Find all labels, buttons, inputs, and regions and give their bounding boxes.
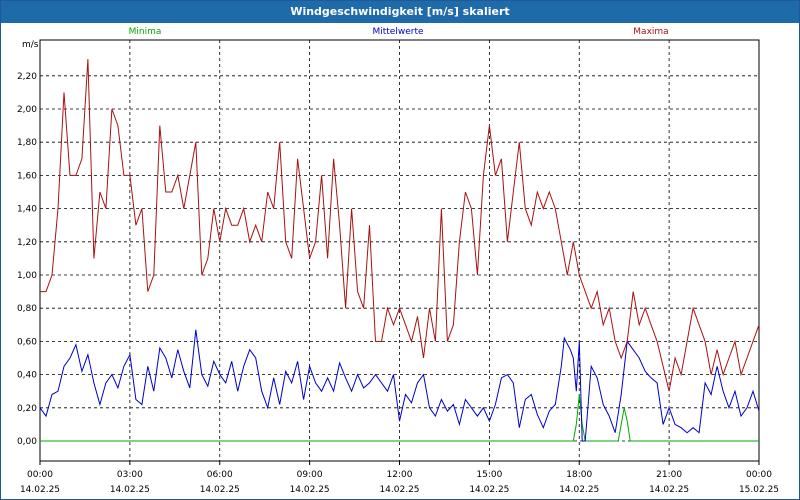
y-tick-label: 1,40	[17, 205, 37, 215]
legend-mittelwerte: Mittelwerte	[372, 27, 423, 37]
x-tick-time: 06:00	[207, 470, 233, 480]
x-tick-labels: 00:00 14.02.25 03:00 14.02.25 06:00 14.02.25 0…	[20, 470, 779, 495]
series-line-mittelwerte	[39, 329, 760, 442]
window-title: Windgeschwindigkeit [m/s] skaliert	[1, 1, 799, 23]
x-tick-date: 14.02.25	[379, 485, 419, 495]
y-tick-label: 2,20	[17, 72, 37, 82]
series-lines	[39, 59, 760, 442]
x-tick-time: 00:00	[746, 470, 772, 480]
y-tick-label: 2,00	[17, 105, 37, 115]
grid-lines	[39, 40, 760, 465]
y-tick-label: 0,00	[17, 437, 37, 447]
legend: Minima Mittelwerte Maxima	[129, 27, 669, 37]
x-tick-time: 12:00	[387, 470, 413, 480]
legend-minima: Minima	[129, 27, 162, 37]
y-tick-label: 1,20	[17, 238, 37, 248]
legend-maxima: Maxima	[633, 27, 668, 37]
y-tick-label: 0,20	[17, 404, 37, 414]
x-tick-date: 14.02.25	[649, 485, 689, 495]
x-tick-date: 14.02.25	[20, 485, 60, 495]
x-tick-time: 18:00	[566, 470, 592, 480]
x-tick-date: 14.02.25	[290, 485, 330, 495]
x-tick-date: 14.02.25	[559, 485, 599, 495]
y-tick-label: 1,80	[17, 138, 37, 148]
y-tick-label: 0,60	[17, 337, 37, 347]
series-line-maxima	[40, 59, 760, 392]
x-tick-time: 00:00	[27, 470, 53, 480]
y-tick-label: 1,60	[17, 171, 37, 181]
x-tick-date: 14.02.25	[110, 485, 150, 495]
y-tick-labels: 0,00 0,20 0,40 0,60 0,80 1,00 1,20 1,40 1,60 1,80…	[17, 72, 37, 447]
y-axis-unit: m/s	[22, 40, 39, 50]
y-tick-label: 0,40	[17, 371, 37, 381]
x-tick-date: 15.02.25	[739, 485, 779, 495]
x-tick-time: 03:00	[117, 470, 143, 480]
x-tick-date: 14.02.25	[469, 485, 509, 495]
x-tick-time: 21:00	[656, 470, 682, 480]
x-tick-time: 09:00	[297, 470, 323, 480]
x-tick-time: 15:00	[476, 470, 502, 480]
y-tick-label: 1,00	[17, 271, 37, 281]
y-tick-label: 0,80	[17, 304, 37, 314]
x-tick-date: 14.02.25	[200, 485, 240, 495]
